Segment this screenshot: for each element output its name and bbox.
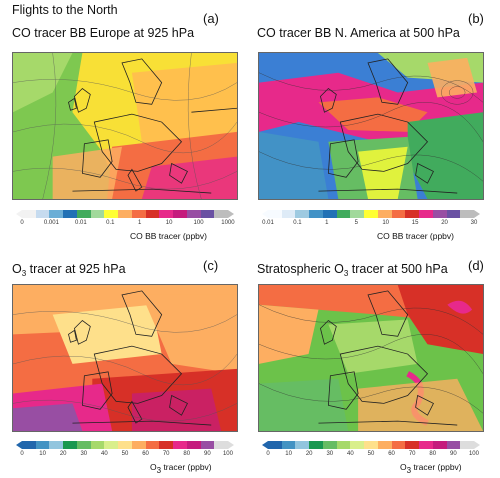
colorbar-segment — [76, 210, 91, 218]
panel-b-letter: (b) — [468, 11, 484, 26]
panel-c-title: O3 tracer at 925 hPa — [12, 262, 126, 278]
colorbar-segment — [63, 210, 77, 218]
map-panel-c — [12, 284, 238, 432]
colorbar-segment — [173, 441, 187, 449]
colorbar-label-panel-c: O3 tracer (ppbv) — [150, 462, 212, 475]
colorbar-segment — [268, 210, 282, 218]
colorbar-segment — [104, 441, 119, 449]
colorbar-segment — [76, 441, 91, 449]
colorbar-segment — [377, 210, 392, 218]
colorbar-segment — [309, 210, 323, 218]
colorbar-low-arrow — [262, 210, 268, 218]
colorbar-label-panel-a: CO BB tracer (ppbv) — [130, 231, 207, 241]
page-heading: Flights to the North — [12, 3, 118, 17]
colorbar-segment — [145, 210, 160, 218]
panel-c-letter: (c) — [203, 258, 219, 273]
panel-b-title: CO tracer BB N. America at 500 hPa — [257, 26, 460, 40]
panel-a-letter: (a) — [203, 11, 219, 26]
colorbar-segment — [446, 210, 461, 218]
colorbar-panel-c — [16, 441, 234, 449]
colorbar-segment — [432, 210, 447, 218]
colorbar-segment — [460, 441, 475, 449]
colorbar-low-arrow — [16, 210, 22, 218]
panel-d-title: Stratospheric O3 tracer at 500 hPa — [257, 262, 448, 278]
colorbar-ticks-panel-a: 0 0.001 0.01 0.1 1 10 100 1000 — [20, 220, 235, 226]
colorbar-segment — [173, 210, 187, 218]
colorbar-ticks-panel-c: 0 10 20 30 40 50 60 70 80 90 100 — [20, 451, 233, 457]
colorbar-segment — [131, 441, 146, 449]
colorbar-segment — [200, 441, 215, 449]
colorbar-segment — [214, 210, 229, 218]
colorbar-segment — [159, 210, 174, 218]
colorbar-segment — [336, 441, 351, 449]
colorbar-segment — [391, 441, 406, 449]
colorbar-segment — [90, 441, 105, 449]
colorbar-segment — [145, 441, 160, 449]
panel-d-letter: (d) — [468, 258, 484, 273]
colorbar-segment — [35, 441, 50, 449]
colorbar-ticks-panel-d: 0 10 20 30 40 50 60 70 80 90 100 — [266, 451, 479, 457]
map-panel-d — [258, 284, 484, 432]
colorbar-segment — [22, 441, 36, 449]
colorbar-segment — [377, 441, 392, 449]
colorbar-segment — [268, 441, 282, 449]
colorbar-segment — [281, 441, 296, 449]
colorbar-high-arrow — [228, 210, 234, 218]
colorbar-segment — [90, 210, 105, 218]
colorbar-segment — [49, 210, 64, 218]
colorbar-high-arrow — [228, 441, 234, 449]
colorbar-panel-a — [16, 210, 234, 218]
colorbar-segment — [419, 441, 433, 449]
colorbar-segment — [186, 441, 201, 449]
colorbar-segment — [460, 210, 475, 218]
colorbar-label-panel-d: O3 tracer (ppbv) — [400, 462, 462, 475]
colorbar-ticks-panel-b: 0.01 0.1 1 5 10 15 20 30 — [262, 220, 478, 226]
colorbar-segment — [322, 441, 337, 449]
colorbar-segment — [295, 210, 310, 218]
colorbar-low-arrow — [262, 441, 268, 449]
colorbar-panel-b — [262, 210, 480, 218]
colorbar-segment — [432, 441, 447, 449]
colorbar-segment — [214, 441, 229, 449]
map-panel-b — [258, 52, 484, 200]
colorbar-segment — [118, 210, 132, 218]
colorbar-segment — [186, 210, 201, 218]
colorbar-segment — [391, 210, 406, 218]
colorbar-segment — [446, 441, 461, 449]
colorbar-segment — [364, 210, 378, 218]
colorbar-segment — [405, 210, 420, 218]
colorbar-segment — [104, 210, 119, 218]
colorbar-segment — [131, 210, 146, 218]
colorbar-segment — [35, 210, 50, 218]
colorbar-segment — [419, 210, 433, 218]
colorbar-segment — [49, 441, 64, 449]
colorbar-segment — [350, 441, 365, 449]
colorbar-segment — [200, 210, 215, 218]
colorbar-segment — [336, 210, 351, 218]
colorbar-segment — [63, 441, 77, 449]
colorbar-segment — [118, 441, 132, 449]
colorbar-segment — [281, 210, 296, 218]
colorbar-segment — [364, 441, 378, 449]
map-panel-a — [12, 52, 238, 200]
colorbar-segment — [295, 441, 310, 449]
colorbar-segment — [405, 441, 420, 449]
colorbar-segment — [159, 441, 174, 449]
colorbar-segment — [322, 210, 337, 218]
colorbar-high-arrow — [474, 210, 480, 218]
colorbar-segment — [309, 441, 323, 449]
colorbar-segment — [22, 210, 36, 218]
colorbar-high-arrow — [474, 441, 480, 449]
panel-a-title: CO tracer BB Europe at 925 hPa — [12, 26, 195, 40]
colorbar-low-arrow — [16, 441, 22, 449]
colorbar-segment — [350, 210, 365, 218]
colorbar-panel-d — [262, 441, 480, 449]
colorbar-label-panel-b: CO BB tracer (ppbv) — [377, 231, 454, 241]
